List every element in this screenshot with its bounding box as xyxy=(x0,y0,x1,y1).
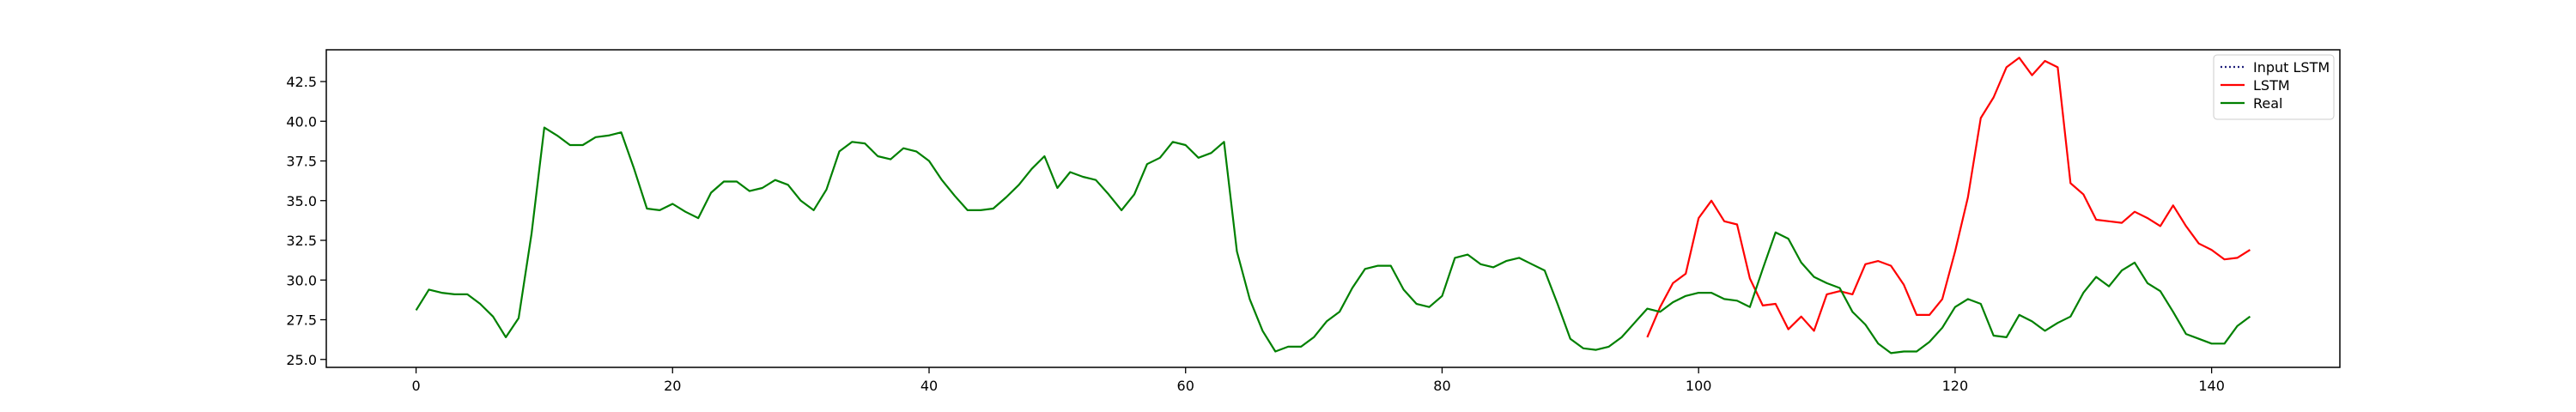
x-tick-label: 120 xyxy=(1942,378,1969,394)
y-tick-label: 32.5 xyxy=(286,233,317,249)
x-tick-label: 40 xyxy=(920,378,938,394)
y-tick-label: 37.5 xyxy=(286,154,317,170)
x-tick-label: 60 xyxy=(1177,378,1194,394)
legend-label: Input LSTM xyxy=(2253,59,2330,76)
x-axis: 0 20 40 60 80 100 120 140 xyxy=(411,367,2225,394)
y-tick-label: 27.5 xyxy=(286,312,317,329)
series-line-real xyxy=(415,126,2251,354)
x-tick-label: 100 xyxy=(1686,378,1712,394)
x-tick-label: 140 xyxy=(2198,378,2225,394)
legend-label: LSTM xyxy=(2253,77,2290,94)
y-tick-label: 30.0 xyxy=(286,272,317,288)
plot-area xyxy=(415,57,2251,354)
y-tick-label: 42.5 xyxy=(286,74,317,90)
series-line-lstm xyxy=(1646,57,2251,338)
x-tick-label: 80 xyxy=(1433,378,1450,394)
y-tick-label: 40.0 xyxy=(286,113,317,130)
x-tick-label: 0 xyxy=(411,378,420,394)
y-tick-label: 35.0 xyxy=(286,193,317,209)
plot-frame xyxy=(325,49,2341,368)
y-tick-label: 25.0 xyxy=(286,352,317,368)
x-tick-label: 20 xyxy=(664,378,681,394)
legend-label: Real xyxy=(2253,95,2283,112)
y-axis: 25.0 27.5 30.0 32.5 35.0 37.5 40.0 42.5 xyxy=(286,74,326,368)
